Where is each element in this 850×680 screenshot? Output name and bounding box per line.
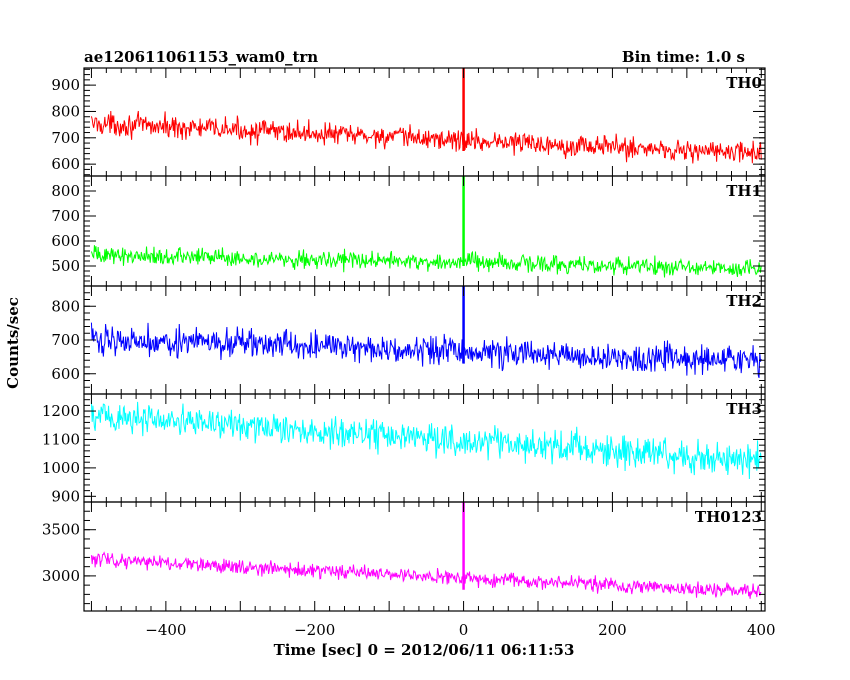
series-line-th1 bbox=[90, 245, 762, 278]
y-tick-label: 500 bbox=[51, 257, 80, 275]
y-tick-label: 800 bbox=[51, 102, 80, 120]
y-tick-label: 3500 bbox=[42, 521, 80, 539]
panel-name-label: TH2 bbox=[726, 292, 762, 310]
y-axis-label: Counts/sec bbox=[4, 297, 22, 389]
panel-name-label: TH0 bbox=[726, 74, 762, 92]
x-tick-label: 400 bbox=[747, 621, 776, 639]
panel-th0123: 3000 3500 TH0123 bbox=[42, 501, 766, 612]
x-tick-label: 0 bbox=[459, 621, 469, 639]
y-tick-label: 700 bbox=[51, 207, 80, 225]
y-tick-label: 900 bbox=[51, 76, 80, 94]
panel-th2: 600 700 800 TH2 bbox=[51, 285, 766, 395]
bin-time-label: Bin time: 1.0 s bbox=[622, 48, 745, 66]
panel-frame bbox=[83, 501, 766, 612]
panel-name-label: TH1 bbox=[726, 182, 762, 200]
series-line-th3 bbox=[90, 401, 762, 480]
panel-th0: 600 700 800 900 TH0 bbox=[51, 67, 766, 177]
series-line-th2 bbox=[90, 322, 762, 379]
chart-title: ae120611061153_wam0_trn bbox=[84, 48, 318, 66]
panel-frame bbox=[83, 67, 766, 177]
y-tick-label: 900 bbox=[51, 487, 80, 505]
panel-name-label: TH0123 bbox=[695, 508, 762, 526]
y-tick-label: 800 bbox=[51, 297, 80, 315]
panel-th3: 900 1000 1100 1200 TH3 bbox=[42, 393, 766, 505]
x-tick-label: 200 bbox=[598, 621, 627, 639]
y-tick-label: 700 bbox=[51, 129, 80, 147]
y-tick-label: 600 bbox=[51, 365, 80, 383]
series-line-th0 bbox=[90, 110, 762, 164]
panel-name-label: TH3 bbox=[726, 400, 762, 418]
x-tick-label: −400 bbox=[145, 621, 186, 639]
y-tick-label: 1000 bbox=[42, 459, 80, 477]
series-line-th0123 bbox=[90, 551, 762, 599]
x-tick-label: −200 bbox=[294, 621, 335, 639]
y-tick-label: 1100 bbox=[42, 430, 80, 448]
panels-group: 600 700 800 900 TH0 500 600 700 800 TH1 600 700 800 T… bbox=[42, 67, 776, 639]
y-tick-label: 800 bbox=[51, 182, 80, 200]
x-axis-label: Time [sec] 0 = 2012/06/11 06:11:53 bbox=[274, 641, 575, 659]
y-tick-label: 3000 bbox=[42, 567, 80, 585]
y-tick-label: 600 bbox=[51, 232, 80, 250]
panel-frame bbox=[83, 393, 766, 503]
y-tick-label: 700 bbox=[51, 331, 80, 349]
y-tick-label: 1200 bbox=[42, 402, 80, 420]
y-tick-label: 600 bbox=[51, 155, 80, 173]
panel-th1: 500 600 700 800 TH1 bbox=[51, 175, 766, 287]
